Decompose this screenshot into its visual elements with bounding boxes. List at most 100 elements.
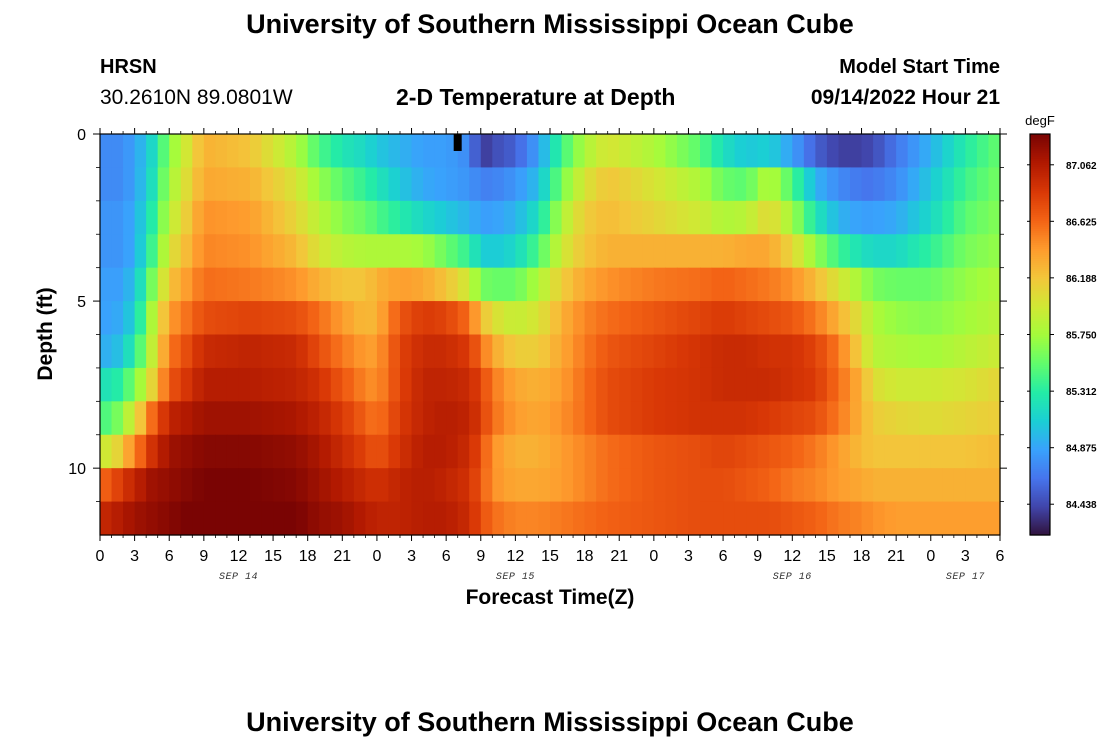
heatmap-cell [192, 468, 205, 503]
heatmap-cell [550, 200, 563, 235]
heatmap-cell [792, 468, 805, 503]
heatmap-cell [492, 167, 505, 202]
colorbar-segment [1030, 352, 1050, 356]
heatmap-cell [376, 367, 390, 402]
heatmap-cell [457, 334, 470, 369]
heatmap-cell [561, 334, 574, 369]
heatmap-cell [642, 200, 655, 235]
heatmap-cell [192, 301, 205, 336]
colorbar-segment [1030, 248, 1050, 251]
heatmap-cell [111, 134, 124, 169]
heatmap-cell [676, 267, 690, 302]
heatmap-cell [411, 334, 424, 369]
colorbar-segment [1030, 432, 1050, 436]
heatmap-cell [884, 401, 897, 436]
heatmap-cell [134, 301, 147, 336]
heatmap-cell [469, 434, 482, 469]
x-tick-label: 18 [853, 548, 871, 565]
heatmap-cell [723, 167, 736, 202]
heatmap-cell [653, 468, 666, 503]
heatmap-cell [307, 234, 320, 269]
colorbar-segment [1030, 342, 1050, 346]
heatmap-cell [342, 267, 355, 302]
x-tick-label: 6 [996, 548, 1005, 565]
heatmap-cell [180, 334, 193, 369]
heatmap-cell [746, 334, 759, 369]
colorbar-segment [1030, 328, 1050, 332]
heatmap-cell [907, 234, 920, 269]
heatmap-cell [907, 200, 920, 235]
colorbar-segment [1030, 444, 1050, 448]
heatmap-cell [157, 334, 170, 369]
heatmap-cell [965, 301, 978, 336]
heatmap-cell [988, 501, 1001, 536]
heatmap-cell [469, 401, 482, 436]
colorbar-segment [1030, 528, 1050, 532]
heatmap-cell [261, 468, 274, 503]
heatmap-cell [780, 200, 793, 235]
heatmap-cell [965, 367, 978, 402]
heatmap-cell [607, 367, 620, 402]
colorbar-segment [1030, 270, 1050, 273]
colorbar-segment [1030, 152, 1050, 155]
heatmap-cell [434, 501, 447, 536]
heatmap-cell [457, 367, 470, 402]
colorbar-segment [1030, 442, 1050, 446]
heatmap-cell [815, 334, 828, 369]
colorbar-segment [1030, 516, 1050, 520]
heatmap-cell [769, 234, 782, 269]
colorbar-segment [1030, 430, 1050, 434]
heatmap-cell [550, 267, 563, 302]
heatmap-cell [273, 468, 286, 503]
heatmap-cell [988, 434, 1001, 469]
chart-subtitle: 2-D Temperature at Depth [396, 84, 676, 110]
heatmap-cell [734, 134, 747, 169]
heatmap-cell [642, 167, 655, 202]
x-tick-label: 21 [333, 548, 351, 565]
heatmap-cell [273, 501, 286, 536]
heatmap-cell [388, 234, 401, 269]
x-tick-label: 6 [719, 548, 728, 565]
colorbar-segment [1030, 314, 1050, 318]
colorbar-segment [1030, 188, 1050, 191]
x-tick-label: 3 [407, 548, 416, 565]
colorbar-segment [1030, 154, 1050, 157]
heatmap-cell [780, 134, 793, 169]
colorbar-segment [1030, 456, 1050, 460]
colorbar-segment [1030, 266, 1050, 269]
heatmap-cell [515, 167, 528, 202]
heatmap-cell [319, 267, 332, 302]
heatmap-cell [273, 401, 286, 436]
heatmap-cell [457, 401, 470, 436]
heatmap-cell [596, 301, 609, 336]
heatmap-cell [815, 167, 828, 202]
heatmap-cell [169, 301, 182, 336]
colorbar-segment [1030, 358, 1050, 362]
heatmap-cell [284, 468, 297, 503]
heatmap-cell [965, 401, 978, 436]
heatmap-cell [169, 501, 182, 536]
heatmap-cell [642, 234, 655, 269]
colorbar-segment [1030, 404, 1050, 408]
heatmap-cell [850, 167, 863, 202]
heatmap-cell [492, 401, 505, 436]
heatmap-cell [169, 234, 182, 269]
heatmap-cell [769, 267, 782, 302]
heatmap-cell [411, 200, 424, 235]
colorbar-segment [1030, 420, 1050, 424]
heatmap-cell [930, 501, 943, 536]
heatmap-cell [653, 434, 666, 469]
colorbar-segment [1030, 258, 1050, 261]
heatmap-cell [503, 401, 516, 436]
colorbar-segment [1030, 466, 1050, 470]
heatmap-cell [550, 301, 563, 336]
heatmap-cell [550, 468, 563, 503]
heatmap-cell [423, 234, 436, 269]
colorbar-segment [1030, 160, 1050, 163]
heatmap-cell [769, 167, 782, 202]
colorbar-segment [1030, 246, 1050, 249]
heatmap-cell [353, 434, 366, 469]
heatmap-cell [434, 434, 447, 469]
heatmap-cell [873, 267, 886, 302]
heatmap-cell [457, 501, 470, 536]
